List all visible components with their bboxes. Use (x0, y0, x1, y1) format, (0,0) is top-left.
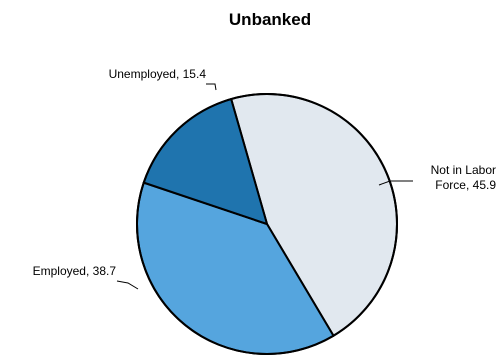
slice-label-line: Force, 45.9 (435, 178, 496, 192)
leader-line (116, 280, 139, 290)
slice-label-line: Not in Labor (431, 163, 496, 177)
slice-label-employed: Employed, 38.7 (33, 264, 117, 278)
leader-line (206, 83, 217, 91)
slice-label-not-in-labor-force: Not in Labor Force, 45.9 (431, 163, 497, 192)
pie-slices (136, 93, 398, 355)
leader-line (378, 180, 413, 186)
slice-label-unemployed: Unemployed, 15.4 (109, 67, 207, 81)
slice-label-line: Unemployed, 15.4 (109, 67, 207, 81)
chart-title: Unbanked (229, 10, 311, 29)
slice-label-line: Employed, 38.7 (33, 264, 117, 278)
pie-outline (136, 93, 398, 355)
slice-labels: Not in Labor Force, 45.9 Employed, 38.7 Une… (33, 67, 497, 290)
